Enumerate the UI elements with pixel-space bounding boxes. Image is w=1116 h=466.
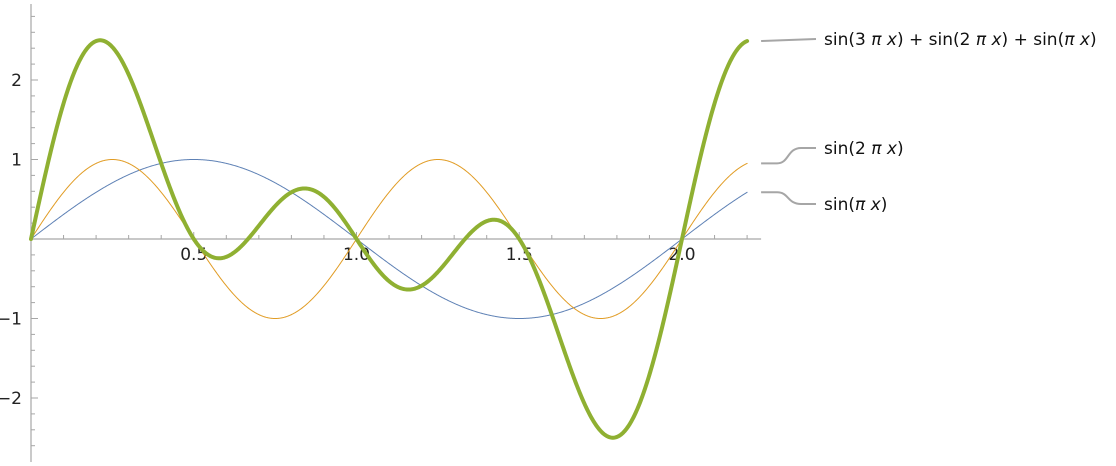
series-line-sin-pi-x [30,159,748,319]
series-line-sin-2pi-x [30,159,748,319]
legend-item-sin-pi-x: sin(π x) [824,195,887,215]
y-tick-label: 2 [11,71,22,91]
y-tick-label: −2 [0,389,22,409]
ticks: 0.5 1.0 1.5 2.021−1−2 [0,15,748,447]
legend-item-sum: sin(3 π x) + sin(2 π x) + sin(π x) [824,30,1097,50]
legend: sin(3 π x) + sin(2 π x) + sin(π x) sin(2 … [761,30,1097,215]
legend-connector [761,147,816,165]
axes [30,4,762,462]
y-tick-label: 1 [11,151,22,171]
legend-connector [761,38,817,43]
y-tick-label: −1 [0,310,22,330]
series-lines [29,38,750,440]
legend-item-sin-2pi-x: sin(2 π x) [824,139,904,159]
series-line-sum [29,38,750,440]
legend-connector [761,191,816,205]
